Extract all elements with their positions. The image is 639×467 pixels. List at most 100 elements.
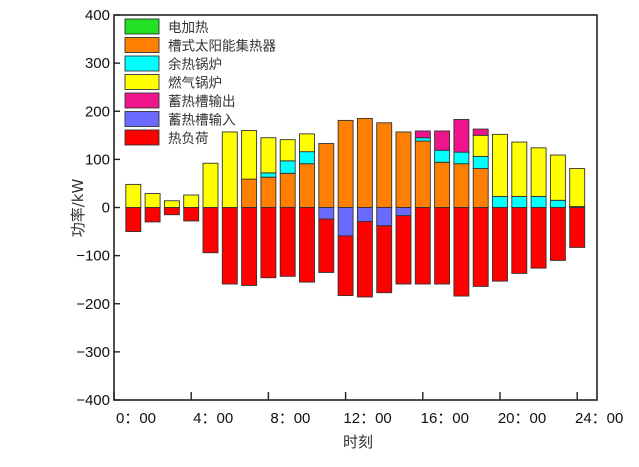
bar-segment-series-1-hour-17 — [434, 161, 451, 208]
bar-segment-series-6-hour-22 — [530, 207, 547, 269]
bar-segment-series-2-hour-22 — [530, 195, 547, 208]
bar-segment-series-1-hour-13 — [356, 118, 373, 208]
bar-segment-series-2-hour-8 — [260, 172, 277, 178]
bar-segment-series-1-hour-12 — [337, 119, 354, 208]
bar-segment-series-6-hour-17 — [434, 207, 451, 285]
bar-segment-series-1-hour-19 — [472, 168, 489, 208]
bar-segment-series-6-hour-16 — [414, 207, 431, 285]
x-axis-label: 时刻 — [343, 433, 373, 451]
bar-segment-series-6-hour-14 — [376, 225, 393, 294]
y-axis-label: 功率/kW — [69, 179, 87, 238]
bar-segment-series-5-hour-12 — [337, 207, 354, 237]
bar-segment-series-6-hour-19 — [472, 207, 489, 287]
bar-segment-series-6-hour-1 — [125, 207, 142, 233]
bar-segment-series-6-hour-2 — [144, 207, 161, 223]
bar-segment-series-5-hour-14 — [376, 207, 393, 227]
bar-segment-series-1-hour-11 — [318, 143, 335, 208]
bar-segment-series-3-hour-19 — [472, 134, 489, 157]
bars-layer — [125, 118, 586, 298]
bar-segment-series-6-hour-5 — [202, 207, 219, 254]
bar-segment-series-6-hour-15 — [395, 215, 412, 285]
bar-segment-series-3-hour-5 — [202, 162, 219, 208]
bar-segment-series-1-hour-15 — [395, 131, 412, 208]
bar-segment-series-2-hour-19 — [472, 156, 489, 169]
bar-segment-series-3-hour-4 — [183, 194, 200, 208]
bar-segment-series-2-hour-18 — [453, 151, 470, 165]
bar-segment-series-1-hour-10 — [299, 163, 315, 208]
bar-segment-series-2-hour-10 — [299, 151, 315, 165]
y-tick-label: 300 — [85, 55, 110, 72]
bar-segment-series-3-hour-8 — [260, 137, 277, 174]
bar-segment-series-3-hour-23 — [549, 154, 566, 201]
y-tick-label: −400 — [76, 392, 110, 409]
legend-swatch — [124, 111, 160, 127]
legend-swatch — [124, 18, 160, 35]
bar-segment-series-4-hour-16 — [414, 130, 431, 139]
bar-segment-series-6-hour-21 — [511, 207, 528, 274]
bar-segment-series-4-hour-19 — [472, 128, 489, 136]
legend-label: 蓄热槽输出 — [168, 94, 236, 110]
bar-segment-series-5-hour-15 — [395, 207, 412, 217]
y-tick-label: −200 — [76, 296, 110, 313]
legend-label: 燃气锅炉 — [168, 75, 222, 92]
bar-segment-series-3-hour-10 — [299, 133, 315, 153]
y-tick-label: 200 — [85, 103, 110, 120]
y-tick-label: 400 — [85, 7, 110, 24]
bar-segment-series-4-hour-18 — [453, 118, 470, 153]
bar-segment-series-3-hour-22 — [530, 147, 547, 197]
bar-segment-series-6-hour-13 — [356, 221, 373, 298]
bar-segment-series-6-hour-8 — [260, 207, 277, 279]
bar-segment-series-6-hour-6 — [221, 207, 238, 285]
bar-segment-series-3-hour-7 — [241, 130, 258, 180]
bar-segment-series-6-hour-4 — [183, 207, 200, 222]
y-tick-label: 100 — [85, 151, 110, 168]
legend-swatch — [124, 74, 160, 90]
bar-segment-series-3-hour-20 — [492, 133, 508, 197]
bar-segment-series-3-hour-3 — [163, 200, 180, 208]
bar-segment-series-1-hour-7 — [241, 178, 258, 208]
bar-segment-series-1-hour-8 — [260, 176, 277, 208]
bar-segment-series-2-hour-23 — [549, 199, 566, 208]
bar-segment-series-1-hour-18 — [453, 163, 470, 208]
bar-segment-series-3-hour-21 — [511, 141, 528, 197]
bar-segment-series-2-hour-9 — [279, 160, 296, 174]
legend-label: 热负荷 — [168, 131, 209, 147]
y-tick-label: 0 — [102, 200, 110, 217]
bar-segment-series-3-hour-24 — [569, 168, 586, 207]
bar-segment-series-2-hour-21 — [511, 195, 528, 208]
x-tick-label: 4：00 — [193, 410, 233, 427]
x-tick-label: 12：00 — [343, 410, 391, 427]
x-axis: 0：00 4：00 8：00 12：00 16：00 20：00 24：00 — [113, 392, 623, 427]
x-tick-label: 0：00 — [116, 410, 156, 427]
bar-segment-series-6-hour-10 — [299, 207, 315, 283]
x-tick-label: 16：00 — [421, 410, 469, 427]
legend-swatch — [124, 55, 160, 72]
bar-segment-series-6-hour-3 — [163, 207, 180, 216]
bar-segment-series-6-hour-23 — [549, 207, 566, 261]
bar-segment-series-2-hour-17 — [434, 149, 451, 163]
bar-segment-series-3-hour-9 — [279, 139, 296, 162]
bar-segment-series-6-hour-20 — [492, 207, 508, 282]
bar-segment-series-2-hour-16 — [414, 137, 431, 142]
bar-segment-series-5-hour-11 — [318, 207, 335, 220]
bar-segment-series-6-hour-7 — [241, 207, 258, 286]
legend-label: 槽式太阳能集热器 — [168, 39, 276, 55]
legend-label: 余热锅炉 — [168, 56, 222, 73]
bar-segment-series-1-hour-16 — [414, 140, 431, 208]
x-tick-label: 24：00 — [575, 410, 623, 427]
bar-segment-series-1-hour-9 — [279, 172, 296, 208]
y-tick-label: −100 — [76, 248, 110, 265]
y-axis: 400 300 200 100 0 −100 −200 −300 −400 — [76, 7, 120, 409]
bar-segment-series-5-hour-13 — [356, 207, 373, 222]
legend-swatch — [124, 129, 160, 146]
bar-segment-series-6-hour-18 — [453, 207, 470, 297]
legend-label: 电加热 — [168, 20, 209, 36]
legend-label: 蓄热槽输入 — [168, 113, 236, 129]
bar-segment-series-1-hour-14 — [376, 122, 393, 208]
bar-segment-series-6-hour-9 — [279, 207, 296, 277]
bar-segment-series-6-hour-24 — [569, 207, 586, 248]
y-tick-label: −300 — [76, 344, 110, 361]
bar-segment-series-6-hour-11 — [318, 218, 335, 273]
